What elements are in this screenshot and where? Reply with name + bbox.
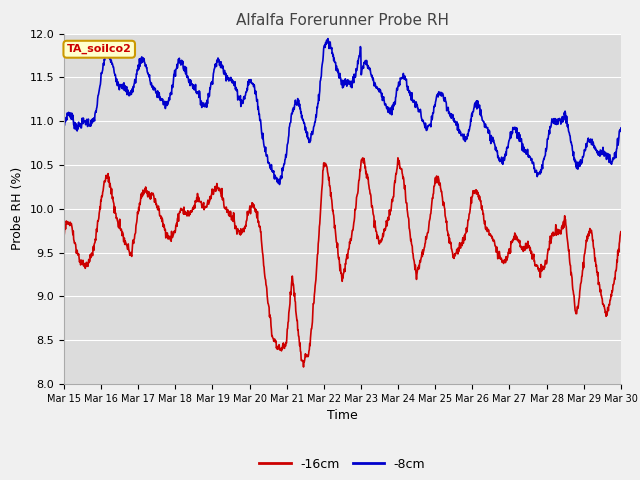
Legend: -16cm, -8cm: -16cm, -8cm: [254, 453, 430, 476]
Title: Alfalfa Forerunner Probe RH: Alfalfa Forerunner Probe RH: [236, 13, 449, 28]
X-axis label: Time: Time: [327, 409, 358, 422]
Y-axis label: Probe RH (%): Probe RH (%): [11, 167, 24, 251]
Text: TA_soilco2: TA_soilco2: [67, 44, 132, 54]
